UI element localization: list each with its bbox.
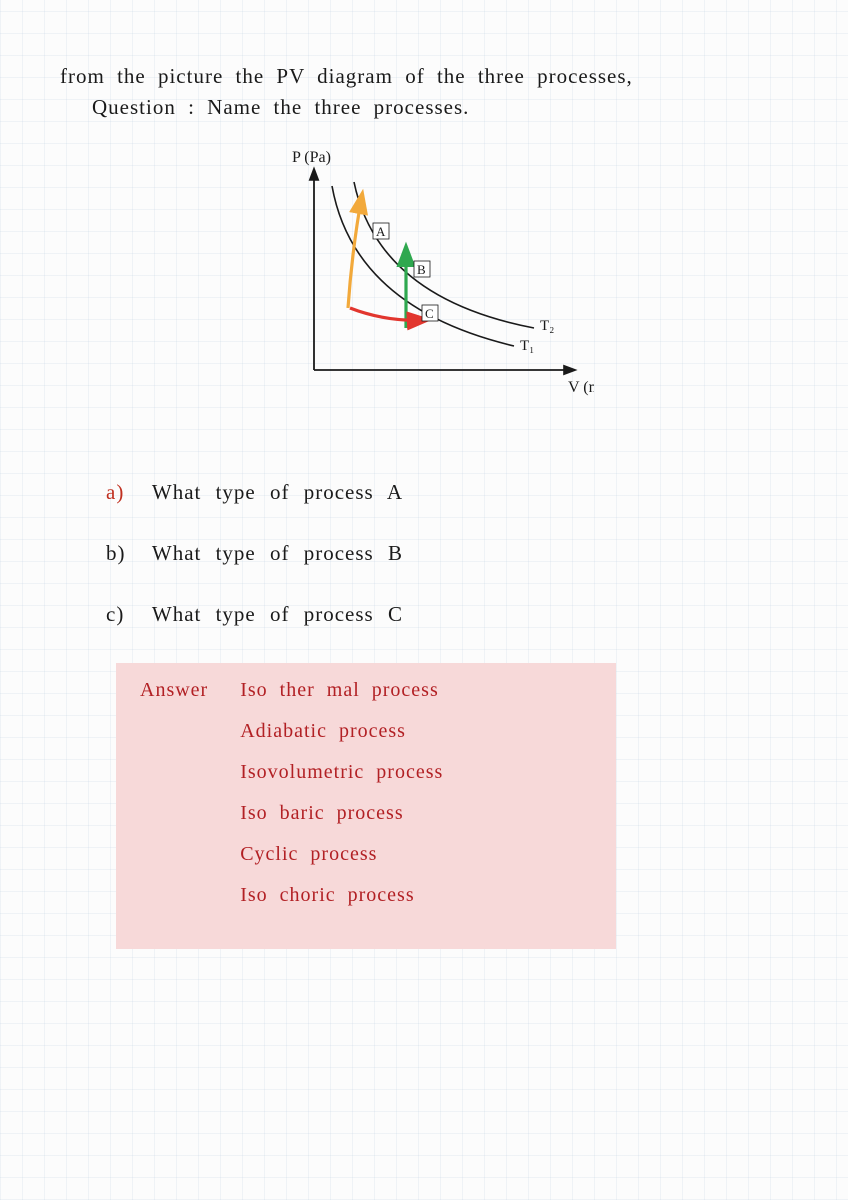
question-prefix: a) bbox=[106, 480, 138, 505]
question-prefix: c) bbox=[106, 602, 138, 627]
answer-heading: Answer bbox=[140, 679, 208, 702]
answer-block: Answer Iso ther mal process Adiabatic pro… bbox=[116, 663, 616, 949]
pv-diagram-container: P (Pa) V (m³) T₁ T₂ A B C bbox=[60, 140, 788, 420]
svg-text:V (m³): V (m³) bbox=[568, 379, 594, 396]
svg-text:A: A bbox=[376, 224, 386, 239]
question-prefix: b) bbox=[106, 541, 138, 566]
answer-list: Iso ther mal process Adiabatic process Iso… bbox=[240, 679, 443, 925]
page-root: from the picture the PV diagram of the t… bbox=[0, 0, 848, 1200]
question-row: a) What type of process A bbox=[106, 480, 788, 505]
question-text: What type of process B bbox=[138, 541, 403, 565]
question-row: b) What type of process B bbox=[106, 541, 788, 566]
question-text: What type of process A bbox=[138, 480, 403, 504]
pv-diagram: P (Pa) V (m³) T₁ T₂ A B C bbox=[254, 140, 594, 420]
answer-item: Iso ther mal process bbox=[240, 679, 443, 702]
intro-line-1: from the picture the PV diagram of the t… bbox=[60, 64, 788, 89]
question-text: What type of process C bbox=[138, 602, 403, 626]
answer-item: Iso baric process bbox=[240, 802, 443, 825]
svg-text:P (Pa): P (Pa) bbox=[292, 149, 331, 166]
question-row: c) What type of process C bbox=[106, 602, 788, 627]
svg-text:B: B bbox=[417, 262, 426, 277]
questions-block: a) What type of process A b) What type of… bbox=[106, 480, 788, 627]
answer-item: Isovolumetric process bbox=[240, 761, 443, 784]
intro-line-2: Question : Name the three processes. bbox=[92, 95, 788, 120]
answer-item: Cyclic process bbox=[240, 843, 443, 866]
svg-text:T₂: T₂ bbox=[540, 318, 554, 334]
answer-item: Adiabatic process bbox=[240, 720, 443, 743]
svg-text:T₁: T₁ bbox=[520, 338, 534, 354]
answer-item: Iso choric process bbox=[240, 884, 443, 907]
svg-text:C: C bbox=[425, 306, 434, 321]
